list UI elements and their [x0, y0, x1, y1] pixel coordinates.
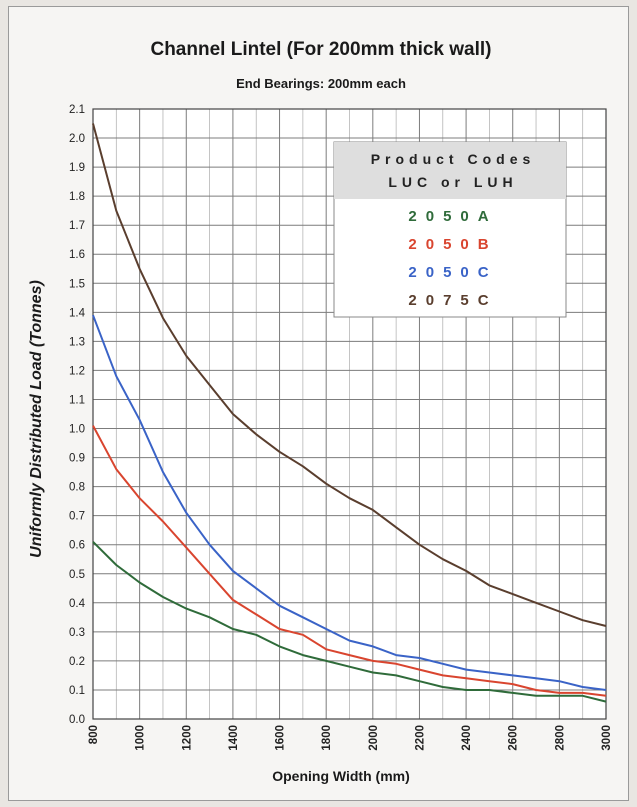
y-tick-label: 1.7: [69, 220, 85, 232]
y-tick-label: 1.2: [69, 365, 85, 377]
x-tick-label: 3000: [601, 725, 613, 751]
chart-title: Channel Lintel (For 200mm thick wall): [150, 39, 491, 60]
y-tick-label: 1.3: [69, 336, 85, 348]
y-tick-label: 1.6: [69, 249, 85, 261]
y-tick-label: 0.2: [69, 656, 85, 668]
chart-frame: Channel Lintel (For 200mm thick wall) En…: [8, 6, 629, 801]
chart-subtitle: End Bearings: 200mm each: [236, 76, 406, 91]
lintel-load-chart: Channel Lintel (For 200mm thick wall) En…: [9, 7, 630, 802]
y-tick-label: 0.0: [69, 714, 85, 726]
legend: Product Codes LUC or LUH 2050A 2050B 2050C…: [334, 142, 566, 317]
y-tick-label: 0.9: [69, 453, 85, 465]
y-tick-label: 1.8: [69, 191, 85, 203]
y-tick-label: 1.9: [69, 162, 85, 174]
x-tick-label: 2400: [461, 725, 473, 751]
x-tick-label: 2200: [414, 725, 426, 751]
x-tick-label: 2000: [368, 725, 380, 751]
y-axis-label: Uniformly Distributed Load (Tonnes): [28, 280, 45, 558]
y-tick-labels: 0.0 0.1 0.2 0.3 0.4 0.5 0.6 0.7 0.8 0.9 1.0 1.1 1.2 1…: [69, 104, 86, 726]
y-tick-label: 2.0: [69, 133, 85, 145]
legend-entry-2050b: 2050B: [408, 236, 497, 253]
y-tick-label: 1.4: [69, 307, 86, 319]
legend-heading-line1: Product Codes: [371, 151, 536, 167]
x-tick-label: 800: [88, 725, 100, 744]
y-tick-label: 1.5: [69, 278, 85, 290]
y-tick-label: 0.3: [69, 627, 85, 639]
legend-entry-2050a: 2050A: [408, 208, 497, 225]
x-axis-label: Opening Width (mm): [272, 768, 410, 784]
x-tick-label: 1200: [181, 725, 193, 751]
y-tick-label: 0.4: [69, 598, 86, 610]
legend-heading-line2: LUC or LUH: [388, 174, 517, 190]
legend-entry-2075c: 2075C: [408, 292, 497, 309]
y-tick-label: 0.1: [69, 685, 85, 697]
x-tick-label: 1600: [275, 725, 287, 751]
y-tick-label: 0.5: [69, 569, 85, 581]
y-tick-label: 0.7: [69, 511, 85, 523]
legend-entry-2050c: 2050C: [408, 264, 497, 281]
y-tick-label: 2.1: [69, 104, 85, 116]
x-tick-label: 1800: [321, 725, 333, 751]
x-tick-label: 1000: [135, 725, 147, 751]
x-tick-label: 1400: [228, 725, 240, 751]
y-tick-label: 1.0: [69, 424, 85, 436]
y-tick-label: 1.1: [69, 394, 85, 406]
x-tick-label: 2600: [508, 725, 520, 751]
x-tick-label: 2800: [554, 725, 566, 751]
y-tick-label: 0.6: [69, 540, 85, 552]
x-tick-labels: 800 1000 1200 1400 1600 1800 2000 2200 2400 2600 2…: [88, 725, 613, 751]
y-tick-label: 0.8: [69, 482, 85, 494]
